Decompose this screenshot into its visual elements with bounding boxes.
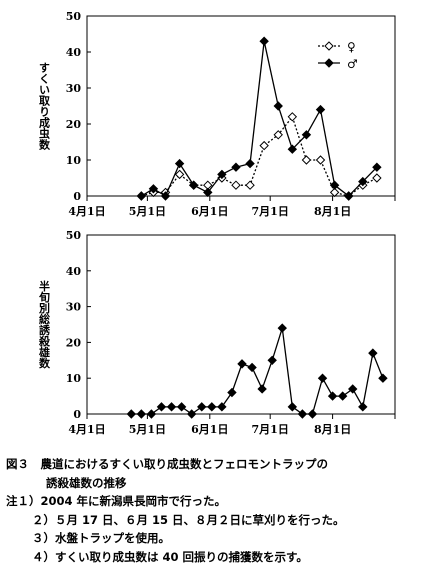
data-point — [372, 173, 382, 183]
data-point — [358, 402, 368, 412]
y-tick-label: 50 — [66, 10, 82, 23]
data-point — [136, 191, 147, 201]
data-point — [245, 158, 255, 169]
data-point — [174, 158, 185, 169]
legend-marker — [324, 58, 334, 68]
x-tick-label: 4月1日 — [68, 423, 105, 436]
x-tick-label: 6月1日 — [191, 423, 228, 436]
y-tick-label: 40 — [66, 46, 82, 59]
data-point — [231, 180, 241, 190]
x-tick-label: 7月1日 — [252, 205, 289, 218]
plot-frame — [86, 234, 396, 415]
data-point — [166, 402, 177, 412]
data-point — [273, 130, 283, 140]
legend-label: ♀ — [347, 40, 356, 54]
x-tick-label: 6月1日 — [191, 205, 228, 218]
data-point — [277, 323, 287, 333]
data-point — [267, 355, 277, 366]
data-point — [368, 348, 378, 358]
y-tick-label: 20 — [66, 336, 82, 349]
x-tick-label: 4月1日 — [68, 205, 105, 218]
data-point — [343, 191, 354, 201]
data-point — [297, 409, 308, 419]
data-point — [287, 112, 298, 122]
y-axis-label: 半旬別総誘殺雄数 — [38, 279, 52, 369]
data-point — [217, 169, 227, 180]
data-point — [188, 180, 199, 190]
data-point — [259, 36, 269, 46]
data-point — [186, 409, 197, 419]
series-line — [141, 115, 378, 197]
data-point — [317, 373, 328, 383]
data-point — [207, 402, 217, 412]
data-point — [273, 101, 283, 111]
x-tick-label: 7月1日 — [252, 423, 289, 436]
caption-title-line2: 誘殺雄数の推移 — [46, 475, 127, 490]
data-point — [247, 362, 257, 373]
y-tick-label: 30 — [66, 82, 82, 95]
x-tick-label: 5月1日 — [129, 205, 166, 218]
y-tick-label: 0 — [73, 190, 81, 203]
y-axis-label: すくい取り成虫数 — [38, 62, 51, 151]
legend-label: ♂ — [347, 57, 358, 71]
data-point — [237, 359, 247, 369]
caption-note-1: 注１）2004 年に新潟県長岡市で行った。 — [6, 494, 227, 508]
data-point — [378, 373, 388, 383]
data-point — [136, 409, 147, 419]
y-tick-label: 20 — [66, 118, 82, 131]
data-point — [329, 180, 340, 190]
caption-title-line1: 図３ 農道におけるすくい取り成虫数とフェロモントラップの — [6, 457, 328, 471]
y-tick-label: 40 — [66, 265, 82, 278]
data-point — [358, 176, 368, 187]
caption-note-2: ２）５月 17 日、６月 15 日、８月２日に草刈りを行った。 — [32, 512, 345, 527]
legend-marker — [324, 41, 334, 51]
data-point — [257, 384, 267, 394]
data-point — [287, 144, 298, 154]
data-point — [348, 384, 358, 394]
plot-frame — [86, 15, 396, 197]
x-tick-label: 5月1日 — [129, 423, 166, 436]
data-point — [148, 184, 159, 194]
data-point — [337, 391, 348, 401]
y-tick-label: 10 — [66, 372, 82, 385]
data-point — [287, 402, 298, 412]
data-point — [372, 162, 382, 172]
data-point — [231, 162, 241, 172]
data-point — [176, 402, 187, 412]
data-point — [174, 169, 185, 180]
y-tick-label: 10 — [66, 154, 82, 167]
data-point — [217, 402, 227, 412]
x-tick-label: 8月1日 — [314, 423, 351, 436]
y-tick-label: 0 — [73, 408, 81, 421]
caption-note-3: ３）水盤トラップを使用。 — [32, 531, 170, 545]
data-point — [245, 180, 255, 190]
data-point — [160, 191, 171, 201]
data-point — [203, 187, 213, 198]
figure-caption: 図３ 農道におけるすくい取り成虫数とフェロモントラップの 誘殺雄数の推移 注１）… — [6, 455, 444, 566]
bottom-chart: 0 10 20 30 40 50 4月1日 5月1日 6月1日 7月1日 8月1日 半旬別総誘殺雄数 — [38, 229, 396, 436]
data-point — [227, 387, 237, 398]
data-point — [126, 409, 136, 419]
series-line — [131, 327, 384, 415]
data-point — [327, 391, 338, 401]
y-tick-label: 30 — [66, 301, 82, 314]
caption-note-4: ４）すくい取り成虫数は 40 回振りの捕獲数を示す。 — [32, 549, 308, 564]
data-point — [329, 187, 340, 198]
top-chart: 0 10 20 30 40 50 4月1日 5月1日 6月1日 7月1日 8月1日 すくい取り成虫数 ♀… — [38, 10, 396, 218]
data-point — [301, 130, 312, 140]
data-point — [197, 402, 207, 412]
data-point — [259, 140, 269, 151]
data-point — [307, 409, 318, 419]
data-point — [146, 409, 157, 419]
data-point — [315, 104, 326, 115]
x-tick-label: 8月1日 — [314, 205, 351, 218]
data-point — [156, 402, 167, 412]
data-point — [315, 155, 326, 165]
y-tick-label: 50 — [66, 229, 82, 242]
data-point — [301, 155, 312, 165]
